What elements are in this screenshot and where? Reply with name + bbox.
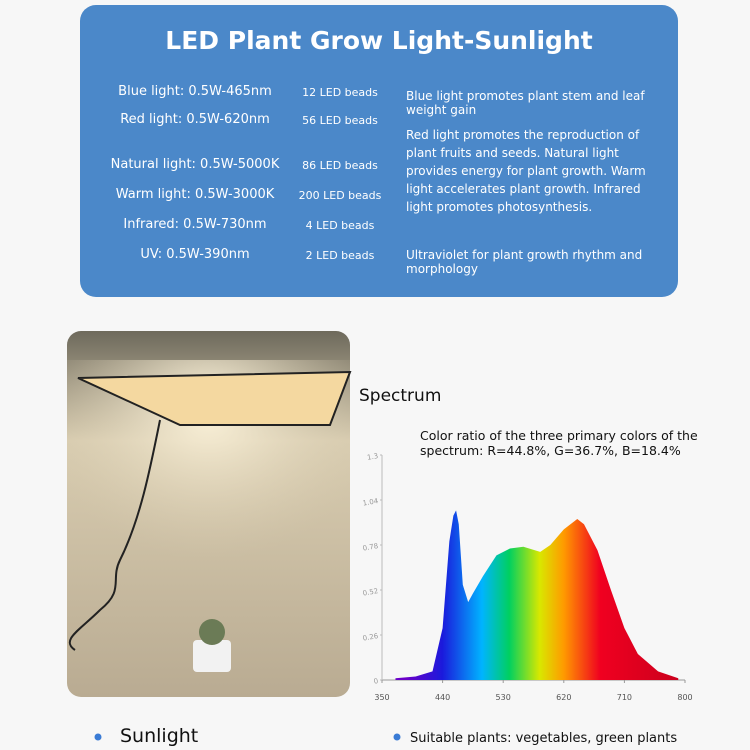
- x-tick-label: 710: [617, 693, 632, 702]
- spectrum-area: [395, 510, 679, 680]
- bullet: Sunlight: [120, 725, 198, 747]
- bead-count: 56 LED beads: [302, 114, 378, 127]
- y-tick-label: 0.26: [362, 632, 379, 643]
- chart-title: Spectrum: [359, 386, 441, 406]
- bullet-dot: [94, 733, 102, 741]
- bead-count: 2 LED beads: [305, 249, 375, 262]
- pot: [193, 640, 231, 672]
- spec-label: Natural light: 0.5W-5000K: [110, 157, 280, 172]
- chart: 0 0.26 0.52 0.78 1.04 1.3 350 440 530 620 710 800: [362, 452, 693, 702]
- bullet: Suitable plants: vegetables, green plant…: [410, 731, 677, 746]
- bullet-dot: [393, 733, 401, 741]
- panel-title: LED Plant Grow Light-Sunlight: [165, 26, 593, 55]
- note: Red light promotes the reproduction of p…: [406, 128, 646, 214]
- x-tick-label: 440: [435, 693, 450, 702]
- y-tick-label: 1.3: [367, 452, 379, 462]
- spec-label: Red light: 0.5W-620nm: [120, 112, 270, 127]
- y-tick-label: 0: [373, 677, 379, 686]
- bead-count: 12 LED beads: [302, 86, 378, 99]
- chart-subtitle: Color ratio of the three primary colors …: [420, 428, 698, 458]
- x-tick-label: 800: [677, 693, 692, 702]
- y-tick-label: 0.78: [362, 542, 379, 553]
- bead-count: 200 LED beads: [298, 189, 382, 202]
- y-tick-label: 1.04: [362, 497, 379, 508]
- spec-label: Infrared: 0.5W-730nm: [123, 217, 267, 232]
- spec-label: Warm light: 0.5W-3000K: [115, 187, 275, 202]
- note: Ultraviolet for plant growth rhythm and …: [406, 248, 643, 276]
- x-tick-label: 620: [556, 693, 571, 702]
- spec-label: Blue light: 0.5W-465nm: [118, 84, 272, 99]
- spec-panel: [80, 5, 678, 297]
- x-tick-label: 530: [496, 693, 511, 702]
- bead-count: 86 LED beads: [302, 159, 378, 172]
- y-tick-label: 0.52: [362, 587, 379, 598]
- spec-label: UV: 0.5W-390nm: [140, 247, 250, 262]
- x-tick-label: 350: [374, 693, 389, 702]
- bead-count: 4 LED beads: [305, 219, 375, 232]
- cable: [68, 419, 161, 651]
- note: Blue light promotes plant stem and leaf …: [406, 89, 645, 117]
- plant: [199, 619, 225, 645]
- lamp-panel: [77, 370, 352, 426]
